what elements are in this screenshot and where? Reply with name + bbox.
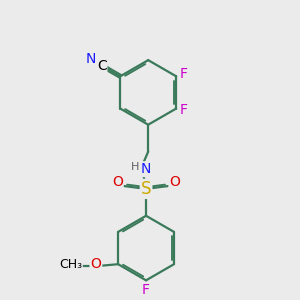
Text: N: N xyxy=(141,162,151,176)
Text: C: C xyxy=(97,58,106,73)
Text: CH₃: CH₃ xyxy=(59,258,82,271)
Text: H: H xyxy=(131,162,140,172)
Text: O: O xyxy=(169,176,180,189)
Text: F: F xyxy=(142,284,150,297)
Text: S: S xyxy=(141,180,151,198)
Text: F: F xyxy=(180,68,188,82)
Text: F: F xyxy=(180,103,188,117)
Text: O: O xyxy=(112,176,123,189)
Text: N: N xyxy=(86,52,96,66)
Text: O: O xyxy=(90,257,101,271)
